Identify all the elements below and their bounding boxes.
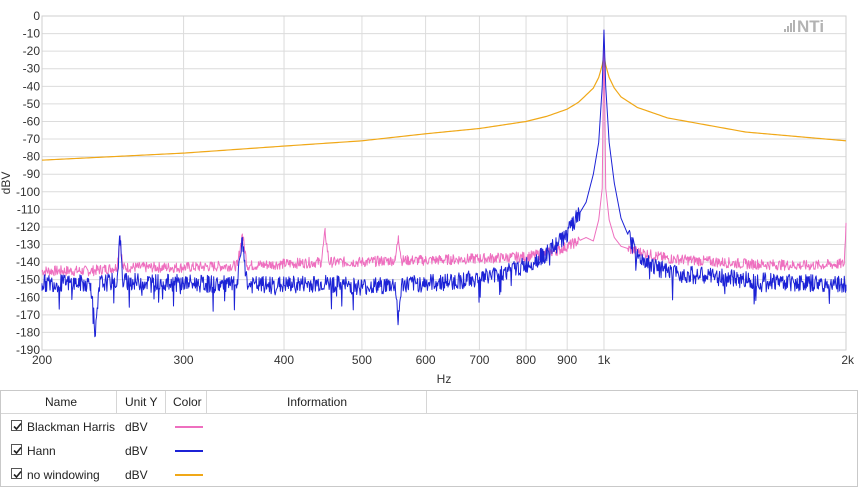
x-tick-label: 400 [274,353,294,367]
series-line-blackman-harris [41,29,847,277]
grid-lines [41,15,847,351]
y-tick-label: -160 [16,290,40,304]
svg-text:NTi: NTi [797,17,824,36]
header-color[interactable]: Color [173,395,202,409]
y-tick-label: -150 [16,273,40,287]
y-tick-label: -70 [23,132,41,146]
checkbox-no-windowing[interactable] [11,468,22,479]
legend-row-hann[interactable]: Hann dBV [1,439,857,463]
x-tick-label: 1k [598,353,612,367]
legend-row-blackman-harris[interactable]: Blackman Harris dBV [1,415,857,439]
y-tick-label: -120 [16,220,40,234]
y-tick-label: -50 [23,97,41,111]
nti-logo-icon: NTi [784,17,824,36]
legend-row-no-windowing[interactable]: no windowing dBV [1,463,857,487]
x-tick-label: 900 [557,353,577,367]
x-tick-label: 500 [352,353,372,367]
series-line-hann [41,29,847,338]
y-tick-label: -190 [16,343,40,357]
y-tick-label: -30 [23,62,41,76]
y-tick-label: -140 [16,255,40,269]
y-tick-label: -130 [16,238,40,252]
x-tick-label: 700 [469,353,489,367]
legend-color-swatch [175,426,203,428]
x-tick-label: 600 [416,353,436,367]
y-tick-label: -40 [23,79,41,93]
y-tick-label: -180 [16,325,40,339]
legend-name: Blackman Harris [27,420,116,434]
legend-name: no windowing [27,468,100,482]
legend-unit: dBV [125,468,148,482]
y-axis-title: dBV [0,172,13,195]
legend-unit: dBV [125,420,148,434]
y-tick-label: -80 [23,150,41,164]
legend-table: Name Unit Y Color Information Blackman H… [0,390,858,487]
series-line-no-windowing [41,54,847,161]
legend-name: Hann [27,444,56,458]
header-information[interactable]: Information [287,395,348,409]
x-tick-label: 800 [516,353,536,367]
series-layer [41,29,847,338]
legend-unit: dBV [125,444,148,458]
spectrum-chart: 0 -10 -20 -30 -40 -50 -60 -70 -80 -90 -100 -110 -120… [0,9,855,386]
x-tick-label: 200 [32,353,52,367]
y-tick-label: -170 [16,308,40,322]
y-tick-label: -20 [23,44,41,58]
plot-frame [41,15,847,351]
x-tick-label: 300 [174,353,194,367]
y-tick-label: -90 [23,167,41,181]
y-tick-label: -100 [16,185,40,199]
header-name[interactable]: Name [45,395,78,409]
y-tick-label: 0 [33,9,40,23]
y-tick-label: -110 [17,202,40,216]
checkbox-hann[interactable] [11,444,22,455]
tick-labels: 0 -10 -20 -30 -40 -50 -60 -70 -80 -90 -100 -110 -120… [16,9,855,367]
x-tick-label: 2k [841,353,855,367]
legend-color-swatch [175,450,203,452]
legend-color-swatch [175,474,203,476]
checkbox-blackman-harris[interactable] [11,420,22,431]
legend-header: Name Unit Y Color Information [1,391,857,414]
y-tick-label: -60 [23,114,41,128]
x-axis-title: Hz [437,372,452,386]
header-unit[interactable]: Unit Y [125,395,158,409]
y-tick-label: -10 [23,27,41,41]
